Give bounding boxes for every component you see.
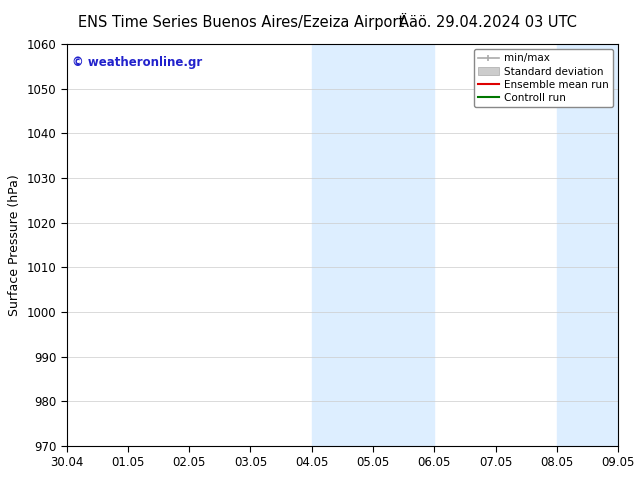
Y-axis label: Surface Pressure (hPa): Surface Pressure (hPa) bbox=[8, 174, 21, 316]
Bar bbox=[557, 44, 618, 446]
Bar bbox=[373, 44, 434, 446]
Legend: min/max, Standard deviation, Ensemble mean run, Controll run: min/max, Standard deviation, Ensemble me… bbox=[474, 49, 613, 107]
Text: ENS Time Series Buenos Aires/Ezeiza Airport: ENS Time Series Buenos Aires/Ezeiza Airp… bbox=[78, 15, 404, 30]
Bar bbox=[312, 44, 373, 446]
Text: Ääö. 29.04.2024 03 UTC: Ääö. 29.04.2024 03 UTC bbox=[399, 15, 577, 30]
Text: © weatheronline.gr: © weatheronline.gr bbox=[72, 56, 202, 69]
